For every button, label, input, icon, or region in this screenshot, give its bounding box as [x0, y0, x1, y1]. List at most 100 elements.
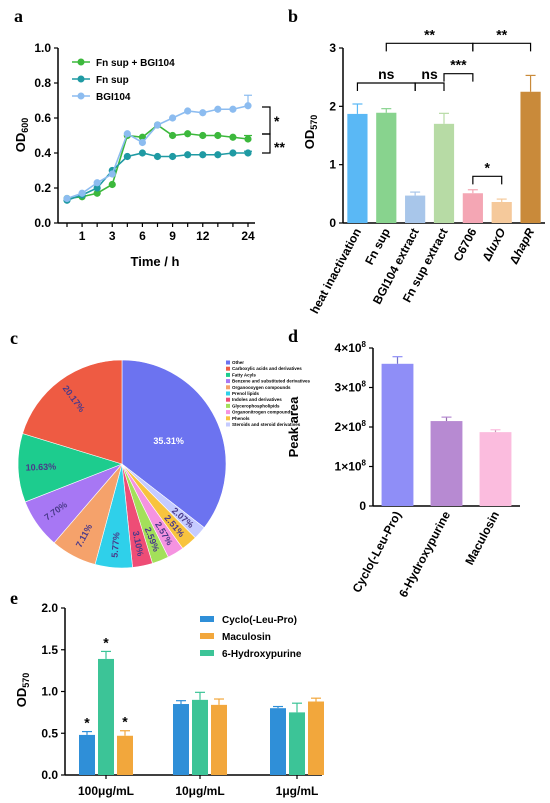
chart-b-comparison-label: ns [378, 66, 395, 82]
chart-c-pie: 35.31%2.07%2.51%2.57%2.59%3.10%5.77%7.11… [17, 359, 311, 569]
chart-b-bar [462, 193, 483, 223]
chart-a-series-lines [63, 94, 252, 204]
chart-b-bar [376, 112, 397, 223]
legend-a-label-2: BGI104 [96, 92, 131, 103]
chart-a-point [138, 149, 147, 157]
chart-a-legend: Fn sup + BGI104 Fn sup BGI104 [72, 58, 175, 103]
chart-c-legend-swatch [226, 422, 230, 427]
chart-a-point [199, 151, 207, 159]
chart-e-bar [308, 701, 324, 775]
chart-c-legend-swatch [226, 366, 230, 371]
chart-e-ytick-label: 1.5 [41, 643, 58, 657]
chart-b-significance: ** *****ns ns* [356, 26, 532, 185]
panel-letter-e: e [10, 588, 18, 608]
chart-a-point [93, 179, 101, 187]
chart-b-xtick-label: ΔhapR [507, 226, 538, 267]
chart-b-comparison-bracket [472, 175, 503, 185]
chart-d-ytick-label: 4×108 [335, 340, 367, 355]
chart-e-bar [79, 734, 95, 775]
chart-d-bar [430, 421, 463, 506]
chart-c-legend-label: Indoles and derivatives [232, 397, 282, 402]
chart-a-point [123, 152, 131, 161]
chart-e-ytick-label: 0.5 [41, 726, 58, 740]
chart-c-legend-label: Benzene and substituted derivatives [232, 379, 311, 384]
chart-c-legend-label: Steroids and steroid derivatives [232, 422, 301, 427]
chart-a-xtick-label: 12 [196, 229, 210, 243]
chart-d-ytick-exp: 8 [362, 340, 367, 349]
chart-e-legend-swatch [200, 616, 214, 622]
chart-e-ylabel-sub: 570 [21, 673, 31, 688]
chart-a-ylabel: OD600 [13, 118, 30, 153]
chart-d-xtick-label: 6-Hydroxypurine [396, 509, 453, 600]
chart-a-ytick-label: 0.0 [34, 216, 51, 230]
chart-e-xtick-label: 100μg/mL [78, 784, 134, 798]
chart-e-legend-swatch [200, 633, 214, 639]
chart-e-bar [211, 704, 227, 775]
chart-e-legend: Cyclo(-Leu-Pro) Maculosin 6-Hydroxypurine [200, 615, 302, 660]
chart-d-ytick-label: 3×108 [335, 380, 367, 395]
chart-e-legend-label: 6-Hydroxypurine [222, 649, 302, 660]
chart-e-legend-label: Cyclo(-Leu-Pro) [222, 615, 297, 626]
chart-d-ytick-mantissa: 0 [359, 499, 366, 513]
chart-a-ytick-label: 1.0 [34, 41, 51, 55]
chart-b-comparison-label: ** [496, 26, 507, 42]
chart-b-comparison-bracket [356, 82, 416, 91]
chart-e-ylabel: OD570 [14, 673, 31, 708]
chart-a-point [93, 189, 101, 197]
chart-a-line: 0.0 0.2 0.4 0.6 0.8 1.0 1 3 6 9 12 24 Fn sup + BGI1… [13, 41, 285, 269]
chart-a-ytick-label: 0.8 [34, 76, 51, 90]
chart-a-xlabel: Time / h [131, 254, 180, 269]
chart-d-ytick-mantissa: 4×10 [335, 341, 362, 355]
chart-c-legend-swatch [226, 403, 230, 408]
chart-b-comparison-label: *** [450, 57, 467, 73]
chart-e-bar [289, 712, 305, 775]
chart-c-slice [121, 359, 227, 529]
chart-e-bar [173, 704, 189, 775]
chart-a-xtick-label: 9 [169, 229, 176, 243]
chart-c-legend-swatch [226, 397, 230, 402]
chart-c-slice-label: 5.77% [109, 532, 121, 558]
chart-d-ytick-exp: 8 [362, 380, 367, 389]
chart-a-point [184, 130, 192, 138]
chart-b-xtick-label: C6706 [451, 226, 480, 264]
chart-c-legend-label: Carboxylic acids and derivatives [232, 366, 302, 371]
chart-b-comparison-label: ns [421, 66, 438, 82]
chart-b-xtick-label: ΔluxO [479, 225, 508, 263]
chart-b-xtick-label: heat inactivation [307, 226, 364, 316]
chart-e-significance: * [103, 634, 109, 650]
chart-a-point [63, 194, 71, 203]
chart-e-bar [98, 658, 114, 775]
chart-b-comparison-bracket [443, 73, 474, 82]
chart-a-point [229, 105, 237, 113]
chart-e-bar [192, 699, 208, 775]
chart-c-legend-swatch [226, 372, 230, 377]
legend-a-marker-0 [77, 58, 85, 66]
chart-c-legend-swatch [226, 360, 230, 365]
chart-d-ytick-label: 2×108 [335, 419, 367, 434]
legend-a-label-0: Fn sup + BGI104 [96, 58, 175, 69]
chart-c-slice-label: 35.31% [153, 436, 184, 446]
chart-a-point [229, 133, 237, 141]
chart-a-point [93, 184, 101, 192]
chart-b-ytick-label: 0 [329, 216, 336, 230]
chart-c-slices [17, 359, 227, 569]
chart-d-xtick-label: Cyclo(-Leu-Pro) [350, 509, 405, 595]
chart-a-point [138, 133, 147, 141]
chart-c-legend-label: Glycerophospholipids [232, 403, 280, 408]
chart-b-comparison-label: ** [424, 26, 435, 42]
panel-letter-a: a [14, 6, 23, 26]
chart-b-ytick-label: 1 [329, 158, 336, 172]
chart-b-bars [347, 74, 541, 223]
chart-e-significance: * [122, 714, 128, 730]
chart-e-xtick-label: 1μg/mL [276, 784, 319, 798]
chart-c-slice-label: 3.10% [131, 530, 146, 557]
chart-b-bar [520, 91, 541, 223]
chart-a-ytick-label: 0.6 [34, 111, 51, 125]
chart-a-point [108, 180, 116, 189]
chart-c-legend-swatch [226, 391, 230, 396]
chart-e-legend-label: Maculosin [222, 632, 271, 643]
